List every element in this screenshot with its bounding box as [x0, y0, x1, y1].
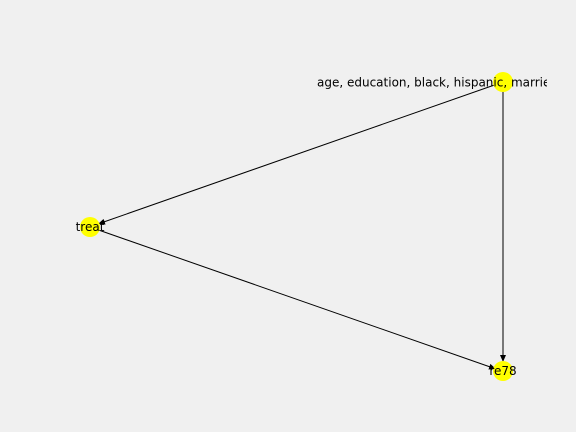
node-re78 [493, 361, 513, 381]
edge-covariates-to-treat [97, 81, 504, 225]
edge-treat-to-re78 [89, 226, 497, 370]
node-covariates-label: age, education, black, hispanic, married… [317, 76, 576, 90]
node-covariates [493, 72, 513, 92]
node-treat [80, 217, 100, 237]
node-re78-label: re78 [489, 364, 516, 378]
node-treat-label: treat [76, 220, 105, 234]
